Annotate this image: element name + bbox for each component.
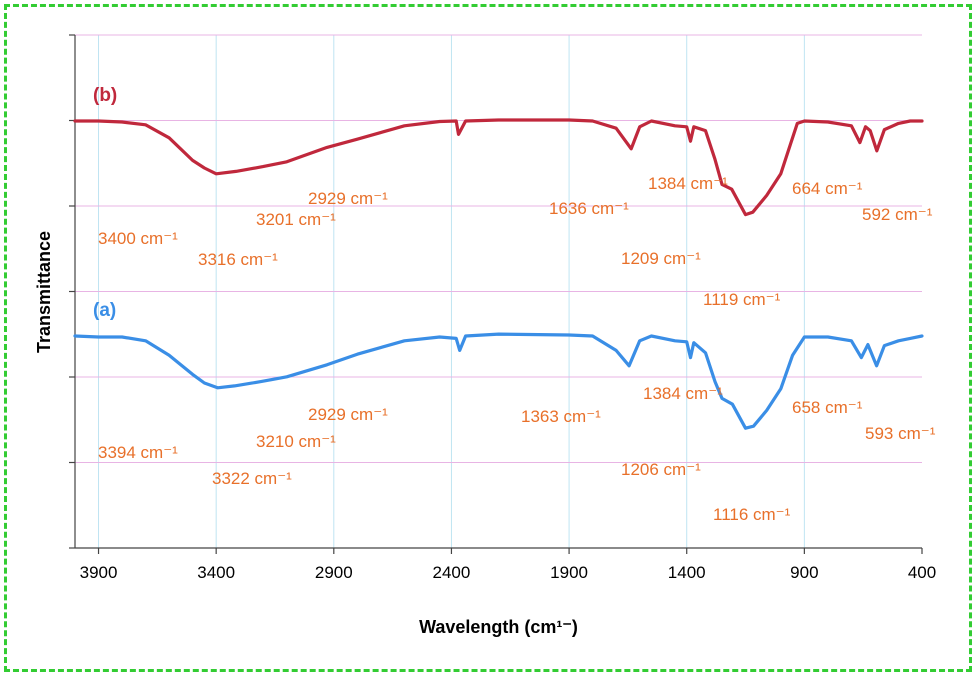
series-tag-b: (b): [93, 85, 117, 106]
peak-label-b: 2929 cm⁻¹: [308, 189, 388, 208]
peak-label-a: 1206 cm⁻¹: [621, 460, 701, 479]
peak-label-a: 658 cm⁻¹: [792, 398, 863, 417]
y-axis-ticks: [69, 34, 75, 549]
peak-label-b: 3201 cm⁻¹: [256, 210, 336, 229]
peak-label-a: 1384 cm⁻¹: [643, 384, 723, 403]
peak-label-b: 1636 cm⁻¹: [549, 199, 629, 218]
peak-label-b: 3400 cm⁻¹: [98, 229, 178, 248]
peak-label-b: 1119 cm⁻¹: [703, 290, 781, 309]
x-tick-label: 900: [790, 563, 818, 582]
peak-label-a: 1363 cm⁻¹: [521, 407, 601, 426]
x-tick-label: 3900: [80, 563, 118, 582]
x-tick-label: 1400: [668, 563, 706, 582]
x-axis-ticks: 3900 3400 2900 2400 1900 1400 900 400: [80, 548, 936, 582]
peak-label-a: 1116 cm⁻¹: [713, 505, 791, 524]
series-tag-a: (a): [93, 300, 116, 321]
peak-label-b: 1384 cm⁻¹: [648, 174, 728, 193]
peak-label-b: 664 cm⁻¹: [792, 179, 863, 198]
x-tick-label: 2900: [315, 563, 353, 582]
peak-label-a: 2929 cm⁻¹: [308, 405, 388, 424]
peak-label-a: 3210 cm⁻¹: [256, 432, 336, 451]
peak-label-a: 3394 cm⁻¹: [98, 443, 178, 462]
peak-label-b: 3316 cm⁻¹: [198, 250, 278, 269]
peak-annotations: 3400 cm⁻¹ 3316 cm⁻¹ 3201 cm⁻¹ 2929 cm⁻¹ 1636…: [98, 174, 936, 524]
x-tick-label: 2400: [433, 563, 471, 582]
x-axis-title: Wavelength (cm¹⁻): [419, 617, 578, 637]
peak-label-b: 592 cm⁻¹: [862, 205, 933, 224]
peak-label-a: 3322 cm⁻¹: [212, 469, 292, 488]
x-tick-label: 1900: [550, 563, 588, 582]
peak-label-a: 593 cm⁻¹: [865, 424, 936, 443]
y-axis-title: Transmittance: [34, 231, 54, 353]
series-layer: (b) (a): [73, 85, 924, 430]
figure-frame: [4, 4, 972, 672]
x-tick-label: 400: [908, 563, 936, 582]
peak-label-b: 1209 cm⁻¹: [621, 249, 701, 268]
series-line-a: [73, 332, 924, 430]
x-tick-label: 3400: [197, 563, 235, 582]
series-line-b: [73, 118, 924, 217]
